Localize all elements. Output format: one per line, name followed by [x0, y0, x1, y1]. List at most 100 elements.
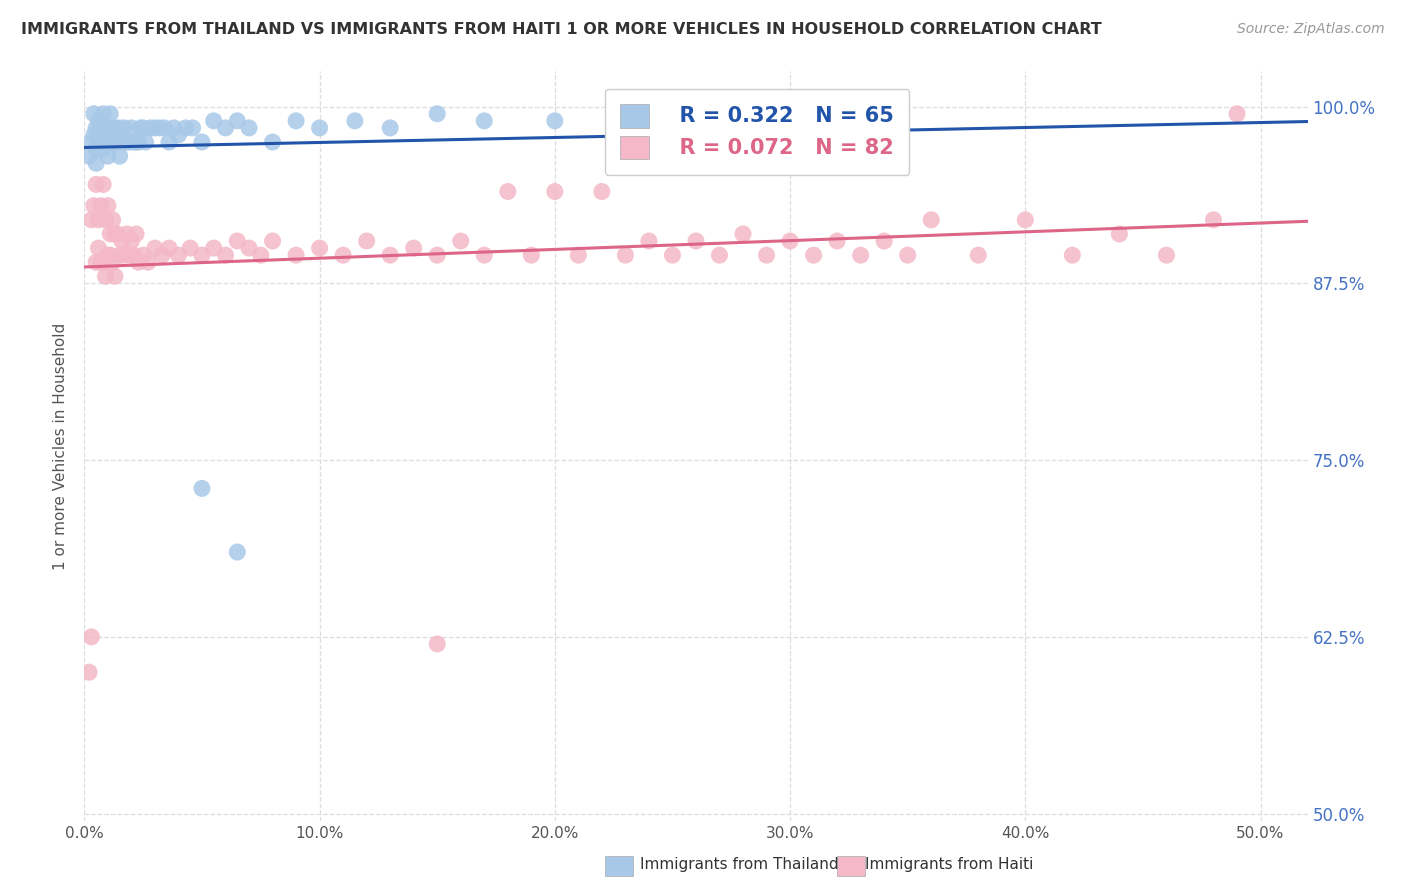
Point — [614, 107, 637, 121]
Point — [238, 241, 260, 255]
Point — [83, 107, 105, 121]
Point — [105, 135, 128, 149]
Point — [98, 248, 121, 262]
Point — [191, 135, 214, 149]
Point — [98, 120, 121, 135]
Point — [685, 234, 707, 248]
Point — [496, 185, 519, 199]
Point — [167, 248, 190, 262]
Point — [803, 248, 825, 262]
Point — [97, 199, 120, 213]
Point — [108, 149, 131, 163]
Point — [426, 637, 449, 651]
Point — [83, 199, 105, 213]
Point — [226, 113, 249, 128]
Point — [1014, 212, 1036, 227]
Point — [87, 241, 110, 255]
Point — [122, 248, 145, 262]
Point — [91, 178, 114, 192]
Point — [112, 120, 135, 135]
Point — [101, 135, 124, 149]
Point — [98, 227, 121, 241]
Point — [402, 241, 425, 255]
Point — [108, 120, 131, 135]
Point — [101, 255, 124, 269]
Point — [967, 248, 990, 262]
Point — [84, 156, 107, 170]
Point — [167, 128, 190, 142]
Point — [226, 545, 249, 559]
Point — [1108, 227, 1130, 241]
Point — [122, 135, 145, 149]
Point — [426, 107, 449, 121]
Point — [91, 255, 114, 269]
Point — [163, 120, 186, 135]
Point — [285, 248, 308, 262]
Point — [87, 212, 110, 227]
Point — [143, 241, 166, 255]
Point — [77, 665, 100, 680]
Point — [127, 255, 149, 269]
Point — [97, 248, 120, 262]
Point — [214, 248, 236, 262]
Point — [174, 120, 197, 135]
Point — [90, 199, 112, 213]
Point — [115, 227, 138, 241]
Point — [118, 135, 141, 149]
Point — [520, 248, 543, 262]
Point — [150, 248, 173, 262]
Legend:   R = 0.322   N = 65,   R = 0.072   N = 82: R = 0.322 N = 65, R = 0.072 N = 82 — [605, 88, 910, 175]
Point — [149, 120, 172, 135]
Point — [104, 227, 127, 241]
Point — [84, 178, 107, 192]
Point — [125, 135, 148, 149]
Point — [755, 248, 778, 262]
Point — [132, 248, 155, 262]
Point — [135, 135, 157, 149]
Point — [567, 248, 589, 262]
Text: Immigrants from Haiti: Immigrants from Haiti — [865, 857, 1033, 872]
Point — [202, 241, 225, 255]
Point — [90, 135, 112, 149]
Point — [179, 241, 201, 255]
Point — [544, 113, 567, 128]
Point — [94, 269, 117, 284]
Point — [153, 120, 176, 135]
Point — [77, 149, 100, 163]
Point — [614, 248, 637, 262]
Text: Source: ZipAtlas.com: Source: ZipAtlas.com — [1237, 22, 1385, 37]
Point — [308, 241, 330, 255]
Point — [91, 142, 114, 156]
Bar — [837, 856, 865, 876]
Point — [118, 248, 141, 262]
Point — [143, 120, 166, 135]
Point — [104, 269, 127, 284]
Point — [101, 212, 124, 227]
Point — [132, 120, 155, 135]
Text: Immigrants from Thailand: Immigrants from Thailand — [640, 857, 838, 872]
Point — [308, 120, 330, 135]
Point — [1226, 107, 1249, 121]
Point — [112, 248, 135, 262]
Point — [380, 120, 402, 135]
Point — [238, 120, 260, 135]
Point — [849, 248, 872, 262]
Point — [1062, 248, 1084, 262]
Point — [249, 248, 271, 262]
Point — [125, 227, 148, 241]
Point — [80, 135, 103, 149]
Point — [825, 234, 848, 248]
Point — [897, 248, 920, 262]
Point — [157, 241, 180, 255]
Point — [202, 113, 225, 128]
Point — [80, 630, 103, 644]
Point — [91, 107, 114, 121]
Point — [191, 248, 214, 262]
Point — [90, 255, 112, 269]
Point — [101, 135, 124, 149]
Point — [544, 185, 567, 199]
Point — [380, 248, 402, 262]
Point — [472, 113, 495, 128]
Point — [139, 120, 162, 135]
Point — [285, 113, 308, 128]
